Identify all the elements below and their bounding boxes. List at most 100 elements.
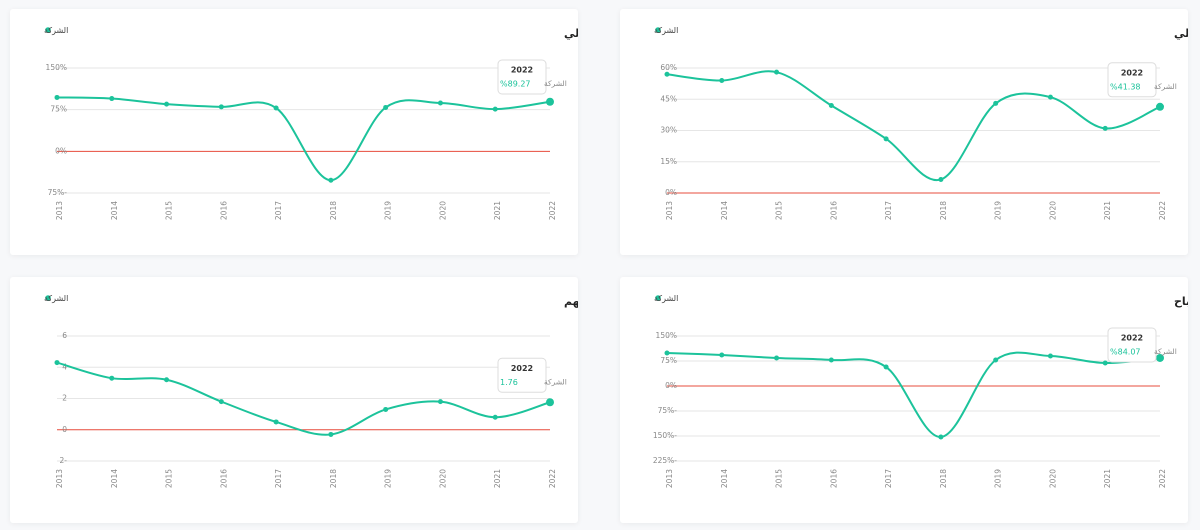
- tooltip-box: [1107, 327, 1157, 363]
- legend-swatch: [655, 295, 661, 301]
- series-line: [666, 70, 1161, 182]
- x-tick-label: 2013: [55, 201, 64, 220]
- data-point: [546, 398, 554, 407]
- tooltip-label: الشركة: [1154, 82, 1177, 91]
- chart-card: هامش صافي الأرباح الشركة 225%- 150%- 75%- 0% 7…: [620, 277, 1188, 523]
- x-tick-label: 2022: [1158, 469, 1167, 488]
- data-point: [938, 434, 944, 440]
- data-point: [492, 414, 498, 420]
- x-tick-label: 2017: [274, 201, 283, 220]
- chart-card: ربحية السهم الشركة 2- 0 2 4 6 2013 2014 2015 2016 2…: [10, 277, 578, 523]
- data-point: [883, 136, 889, 142]
- legend-swatch: [45, 27, 51, 33]
- data-point: [664, 350, 670, 356]
- data-point: [492, 106, 498, 112]
- data-point: [1102, 125, 1108, 131]
- data-point: [828, 103, 834, 108]
- x-tick-label: 2016: [829, 469, 838, 488]
- x-tick-label: 2015: [775, 201, 784, 220]
- x-tick-label: 2018: [939, 201, 948, 220]
- data-point: [993, 357, 999, 363]
- x-tick-label: 2017: [274, 469, 283, 488]
- tooltip-label: الشركة: [544, 377, 567, 386]
- y-tick-label: 2-: [60, 456, 68, 465]
- tooltip-title: 2022: [1121, 68, 1143, 77]
- tooltip-value: %84.07: [1110, 348, 1141, 357]
- y-tick-label: 75%: [660, 356, 677, 365]
- x-tick-label: 2022: [548, 469, 557, 488]
- data-point: [1047, 94, 1053, 100]
- data-point: [218, 104, 224, 110]
- x-tick-label: 2014: [110, 469, 119, 488]
- chart: هامش صافي الأرباح الشركة 225%- 150%- 75%- 0% 7…: [653, 294, 1188, 488]
- data-point: [828, 357, 834, 363]
- x-tick-label: 2016: [829, 201, 838, 220]
- x-tick-label: 2014: [720, 201, 729, 220]
- x-tick-label: 2013: [55, 469, 64, 488]
- chart: هامش الربح التشغيلي الشركة 75%- 0% 75% 150% 20…: [44, 26, 578, 220]
- x-tick-label: 2020: [438, 201, 447, 220]
- data-point: [1156, 102, 1164, 111]
- data-point: [109, 375, 115, 381]
- chart-title: هامش صافي الأرباح: [1174, 294, 1188, 308]
- y-tick-label: 0%: [55, 146, 67, 155]
- y-tick-label: 150%: [46, 63, 67, 72]
- x-tick-label: 2022: [548, 201, 557, 220]
- chart-title: هامش الربح الاجمالي: [1174, 27, 1188, 40]
- x-tick-label: 2017: [884, 201, 893, 220]
- data-point: [54, 94, 60, 100]
- chart: ربحية السهم الشركة 2- 0 2 4 6 2013 2014 2015 2016 2…: [44, 294, 578, 488]
- y-tick-label: 15%: [660, 157, 677, 166]
- data-point: [774, 69, 780, 75]
- y-tick-label: 0: [62, 425, 67, 434]
- chart: هامش الربح الاجمالي الشركة 0% 15% 30% 45% 60% 2…: [654, 26, 1188, 220]
- x-tick-label: 2014: [720, 469, 729, 488]
- data-point: [719, 352, 725, 358]
- tooltip-box: [497, 357, 547, 393]
- data-point: [774, 355, 780, 361]
- data-point: [1102, 360, 1108, 366]
- tooltip-label: الشركة: [544, 79, 567, 88]
- data-point: [1047, 353, 1053, 359]
- data-point: [1156, 353, 1164, 362]
- x-tick-label: 2021: [493, 469, 502, 488]
- x-tick-label: 2015: [775, 469, 784, 488]
- data-point: [164, 377, 170, 383]
- y-tick-label: 225%-: [653, 456, 677, 465]
- chart-card: هامش الربح التشغيلي الشركة 75%- 0% 75% 150% 20…: [10, 9, 578, 255]
- y-tick-label: 0%: [665, 381, 677, 390]
- x-tick-label: 2018: [329, 201, 338, 220]
- x-tick-label: 2019: [994, 201, 1003, 220]
- y-tick-label: 60%: [660, 63, 677, 72]
- x-tick-label: 2021: [1103, 469, 1112, 488]
- y-tick-label: 0%: [665, 188, 677, 197]
- x-tick-label: 2013: [665, 201, 674, 220]
- chart-card: هامش الربح الاجمالي الشركة 0% 15% 30% 45% 60% 2…: [620, 9, 1188, 255]
- series-line: [56, 361, 551, 436]
- data-point: [218, 399, 224, 405]
- chart-title: هامش الربح التشغيلي: [564, 27, 578, 40]
- y-tick-label: 30%: [660, 126, 677, 135]
- x-tick-label: 2014: [110, 201, 119, 220]
- x-tick-label: 2018: [939, 469, 948, 488]
- x-tick-label: 2020: [438, 469, 447, 488]
- data-point: [328, 431, 334, 437]
- data-point: [164, 101, 170, 107]
- x-tick-label: 2018: [329, 469, 338, 488]
- y-tick-label: 45%: [660, 94, 677, 103]
- data-point: [437, 100, 443, 106]
- series-line: [56, 96, 551, 182]
- x-tick-label: 2021: [493, 201, 502, 220]
- data-point: [437, 399, 443, 405]
- data-point: [719, 78, 725, 83]
- data-point: [938, 176, 944, 182]
- legend-label: الشركة: [654, 26, 678, 35]
- x-tick-label: 2017: [884, 469, 893, 488]
- x-tick-label: 2015: [165, 469, 174, 488]
- x-tick-label: 2020: [1048, 469, 1057, 488]
- x-tick-label: 2019: [384, 201, 393, 220]
- data-point: [383, 406, 389, 412]
- x-tick-label: 2020: [1048, 201, 1057, 220]
